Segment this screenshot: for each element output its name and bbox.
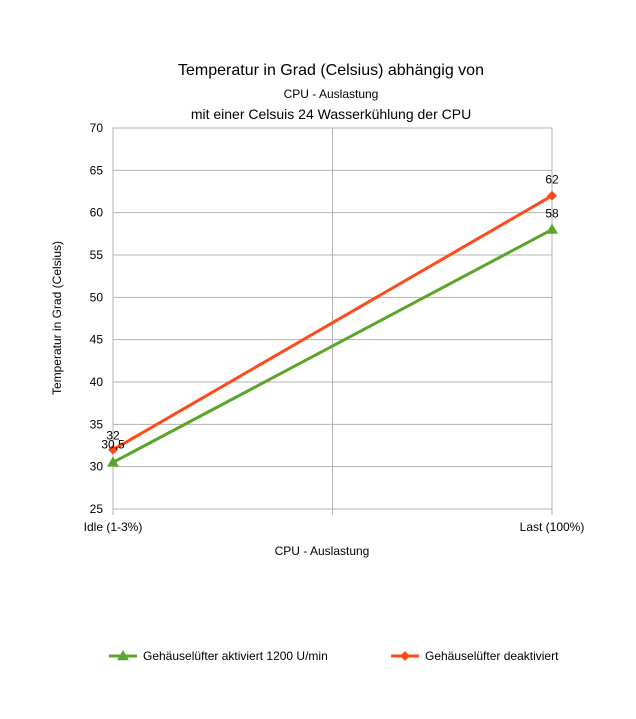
data-label: 58 (545, 207, 559, 221)
data-label: 32 (106, 429, 120, 443)
series-lines (107, 190, 558, 467)
legend-item: Gehäuselüfter deaktiviert (391, 649, 559, 663)
chart-title: Temperatur in Grad (Celsius) abhängig vo… (178, 62, 484, 79)
data-label: 30,5 (101, 437, 125, 451)
legend-marker (400, 651, 410, 661)
data-point (547, 190, 557, 201)
data-point (107, 456, 119, 467)
legend-label: Gehäuselüfter deaktiviert (425, 649, 559, 663)
plot-grid (112, 127, 553, 515)
chart-subtitle: CPU - Auslastung (284, 87, 379, 101)
data-point (546, 223, 558, 234)
series-line (112, 228, 553, 464)
y-tick-label: 50 (90, 290, 104, 304)
y-tick-label: 70 (90, 121, 104, 135)
y-axis-label: Temperatur in Grad (Celsius) (50, 241, 64, 395)
legend-label: Gehäuselüfter aktiviert 1200 U/min (143, 649, 328, 663)
y-tick-label: 25 (90, 502, 104, 516)
x-tick-label: Idle (1-3%) (84, 520, 143, 534)
y-tick-label: 60 (90, 206, 104, 220)
x-axis-ticks: Idle (1-3%) Last (100%) (84, 520, 585, 534)
x-tick-label: Last (100%) (520, 520, 585, 534)
y-tick-label: 65 (90, 163, 104, 177)
x-axis-label: CPU - Auslastung (275, 544, 370, 558)
y-tick-label: 40 (90, 375, 104, 389)
data-point (108, 444, 118, 455)
legend: Gehäuselüfter aktiviert 1200 U/min Gehäus… (109, 649, 559, 663)
data-label: 62 (545, 173, 559, 187)
y-tick-label: 30 (90, 460, 104, 474)
y-tick-label: 45 (90, 333, 104, 347)
chart-subtitle-2: mit einer Celsuis 24 Wasserkühlung der C… (191, 106, 471, 122)
y-axis-ticks: 25 30 35 40 45 50 55 60 65 70 (90, 121, 104, 516)
legend-item: Gehäuselüfter aktiviert 1200 U/min (109, 649, 328, 663)
legend-marker (117, 650, 129, 661)
y-tick-label: 55 (90, 248, 104, 262)
data-labels: 30,5 58 32 62 (101, 173, 559, 452)
series-line (112, 194, 553, 452)
y-tick-label: 35 (90, 417, 104, 431)
